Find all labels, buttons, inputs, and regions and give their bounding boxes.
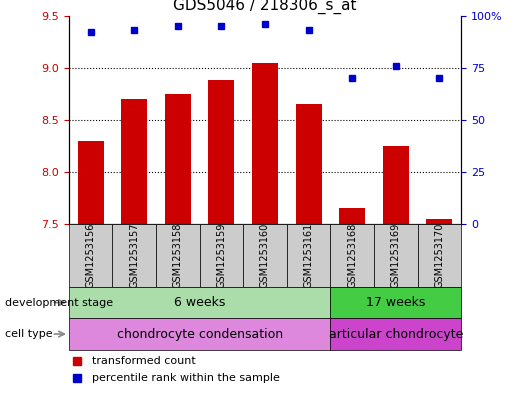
FancyBboxPatch shape [69,318,330,350]
FancyBboxPatch shape [243,224,287,287]
Text: 6 weeks: 6 weeks [174,296,225,309]
FancyBboxPatch shape [112,224,156,287]
Text: GSM1253156: GSM1253156 [86,223,96,288]
Bar [252,62,278,224]
Bar [339,208,365,224]
FancyBboxPatch shape [287,224,330,287]
FancyBboxPatch shape [156,224,200,287]
Text: GSM1253169: GSM1253169 [391,223,401,288]
Bar [426,219,453,224]
FancyBboxPatch shape [374,224,418,287]
Bar [208,80,234,224]
Text: transformed count: transformed count [92,356,196,366]
FancyBboxPatch shape [69,287,330,318]
Text: 17 weeks: 17 weeks [366,296,426,309]
FancyBboxPatch shape [330,287,461,318]
Text: development stage: development stage [5,298,113,308]
Text: cell type: cell type [5,329,53,339]
Text: GSM1253160: GSM1253160 [260,223,270,288]
Text: GSM1253168: GSM1253168 [347,223,357,288]
Bar [296,104,322,224]
FancyBboxPatch shape [69,224,112,287]
Bar [165,94,191,224]
Bar [77,141,104,224]
Text: GSM1253159: GSM1253159 [216,223,226,288]
Text: chondrocyte condensation: chondrocyte condensation [117,327,282,341]
Text: GSM1253157: GSM1253157 [129,223,139,288]
FancyBboxPatch shape [330,224,374,287]
Text: GSM1253158: GSM1253158 [173,223,183,288]
Title: GDS5046 / 218306_s_at: GDS5046 / 218306_s_at [173,0,357,15]
Text: GSM1253170: GSM1253170 [434,223,444,288]
Text: percentile rank within the sample: percentile rank within the sample [92,373,280,383]
Text: articular chondrocyte: articular chondrocyte [329,327,463,341]
FancyBboxPatch shape [200,224,243,287]
FancyBboxPatch shape [418,224,461,287]
FancyBboxPatch shape [330,318,461,350]
Bar [383,146,409,224]
Bar [121,99,147,224]
Text: GSM1253161: GSM1253161 [304,223,314,288]
